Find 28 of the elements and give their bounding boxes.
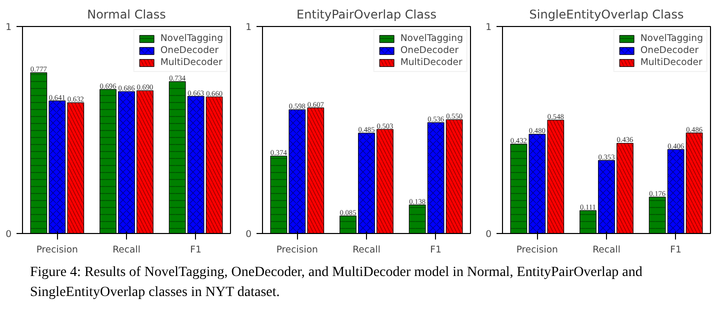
y-tick-label: 1: [6, 22, 12, 33]
caption: Figure 4: Results of NovelTagging, OneDecoder, and MultiDecoder model in Normal, EntityPairOverlap and SingleEntityOverlap classes in NYT dataset.: [30, 264, 644, 302]
x-tick-label: Recall: [592, 244, 620, 256]
x-tick-label: Precision: [516, 244, 558, 256]
legend-label: MultiDecoder: [160, 57, 222, 68]
x-tick-label: Recall: [352, 244, 380, 256]
x-tick-label: Recall: [112, 244, 140, 256]
legend-label: NovelTagging: [160, 33, 223, 44]
y-tick-label: 0: [6, 229, 12, 240]
x-tick-label: F1: [670, 244, 682, 256]
x-tick-label: Precision: [276, 244, 318, 256]
y-tick-label: 1: [486, 22, 492, 33]
legend-label: NovelTagging: [400, 33, 463, 44]
legend-label: OneDecoder: [400, 45, 459, 56]
x-tick-label: F1: [430, 244, 442, 256]
x-tick-label: Precision: [36, 244, 78, 256]
legend-label: OneDecoder: [160, 45, 219, 56]
x-tick-label: F1: [190, 244, 202, 256]
legend-label: OneDecoder: [640, 45, 699, 56]
y-tick-label: 0: [246, 229, 252, 240]
legend-label: NovelTagging: [640, 33, 703, 44]
y-tick-label: 0: [486, 229, 492, 240]
y-tick-label: 1: [246, 22, 252, 33]
chart-title: Normal Class: [87, 8, 166, 22]
chart-title: SingleEntityOverlap Class: [529, 8, 684, 22]
legend-label: MultiDecoder: [640, 57, 702, 68]
chart-title: EntityPairOverlap Class: [296, 8, 436, 22]
legend-label: MultiDecoder: [400, 57, 462, 68]
